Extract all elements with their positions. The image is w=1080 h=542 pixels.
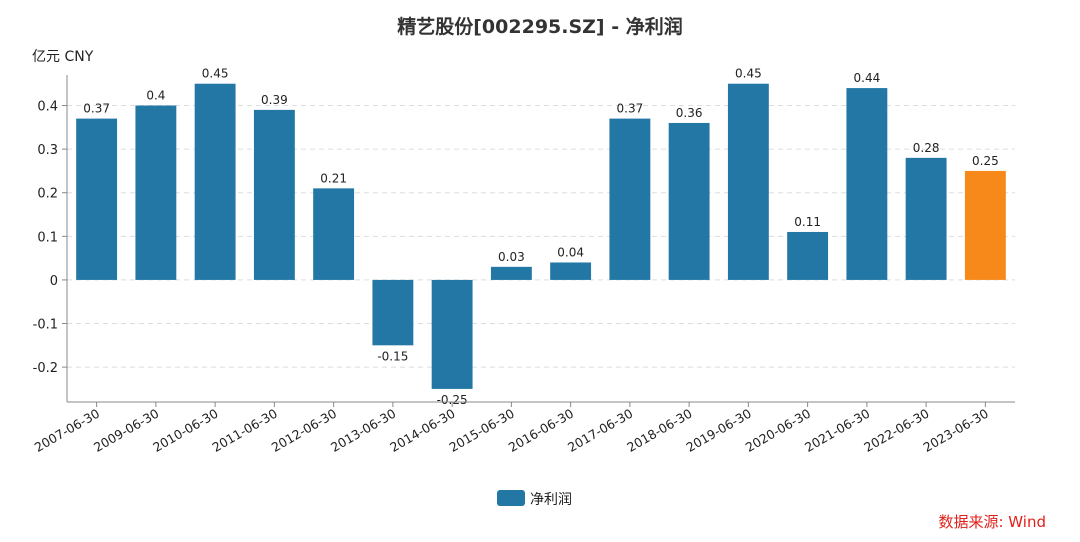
source-note: 数据来源: Wind <box>938 513 1046 531</box>
data-label: 0.37 <box>617 102 644 116</box>
data-label: 0.37 <box>83 102 110 116</box>
x-axis-ticks: 2007-06-302009-06-302010-06-302011-06-30… <box>32 402 991 455</box>
bar <box>431 279 473 389</box>
legend-swatch <box>497 490 525 506</box>
x-tick-label: 2014-06-30 <box>387 406 457 455</box>
y-tick-label: 0.3 <box>37 143 58 158</box>
legend-label: 净利润 <box>530 492 572 508</box>
bar <box>490 266 532 280</box>
data-labels: 0.37 0.4 0.45 0.39 0.21 -0.15 -0.25 0.03 0.04 0.3… <box>83 67 998 407</box>
data-label: 0.25 <box>972 154 999 168</box>
x-tick-label: 2017-06-30 <box>565 406 635 455</box>
data-label: 0.28 <box>913 141 940 155</box>
bar <box>787 231 829 280</box>
x-tick-label: 2007-06-30 <box>32 406 102 455</box>
bar <box>964 170 1006 280</box>
x-tick-label: 2009-06-30 <box>91 406 161 455</box>
y-tick-label: 0 <box>50 274 58 289</box>
bar <box>727 83 769 280</box>
y-tick-label: -0.2 <box>33 361 58 376</box>
data-label: 0.36 <box>676 106 703 120</box>
data-label: 0.39 <box>261 93 288 107</box>
data-label: 0.4 <box>146 89 165 103</box>
data-label: 0.45 <box>735 67 762 81</box>
bar <box>846 88 888 280</box>
y-tick-label: 0.1 <box>37 230 58 245</box>
x-tick-label: 2018-06-30 <box>624 406 694 455</box>
data-label: 0.21 <box>320 171 347 185</box>
y-tick-label: 0.2 <box>37 187 58 202</box>
bar <box>313 188 355 280</box>
y-tick-label: -0.1 <box>33 318 58 333</box>
bar <box>905 157 947 280</box>
legend[interactable]: 净利润 <box>497 490 572 508</box>
chart-title: 精艺股份[002295.SZ] - 净利润 <box>397 15 682 38</box>
bar <box>550 262 592 280</box>
x-tick-label: 2011-06-30 <box>209 406 279 455</box>
data-label: 0.45 <box>202 67 229 81</box>
x-tick-label: 2023-06-30 <box>920 406 990 455</box>
x-tick-label: 2016-06-30 <box>506 406 576 455</box>
bar-series <box>76 83 1006 389</box>
data-label: 0.03 <box>498 250 525 264</box>
y-axis-ticks: 0.4 0.3 0.2 0.1 0 -0.1 -0.2 <box>33 100 67 376</box>
data-label: 0.04 <box>557 245 584 259</box>
bar <box>609 118 651 280</box>
x-tick-label: 2020-06-30 <box>743 406 813 455</box>
data-label: -0.15 <box>377 349 408 363</box>
x-tick-label: 2015-06-30 <box>446 406 516 455</box>
bar <box>194 83 236 280</box>
data-label: 0.11 <box>794 215 821 229</box>
x-tick-label: 2010-06-30 <box>150 406 220 455</box>
bar <box>668 122 710 280</box>
y-axis-unit: 亿元 CNY <box>32 49 94 65</box>
data-label: -0.25 <box>437 393 468 407</box>
bar <box>76 118 118 280</box>
x-tick-label: 2013-06-30 <box>328 406 398 455</box>
bar <box>372 279 414 346</box>
bar <box>253 109 295 280</box>
x-tick-label: 2022-06-30 <box>861 406 931 455</box>
y-tick-label: 0.4 <box>37 100 58 115</box>
x-tick-label: 2012-06-30 <box>269 406 339 455</box>
bar <box>135 105 177 280</box>
axes <box>66 75 1015 403</box>
data-label: 0.44 <box>854 71 881 85</box>
x-tick-label: 2019-06-30 <box>683 406 753 455</box>
x-tick-label: 2021-06-30 <box>802 406 872 455</box>
